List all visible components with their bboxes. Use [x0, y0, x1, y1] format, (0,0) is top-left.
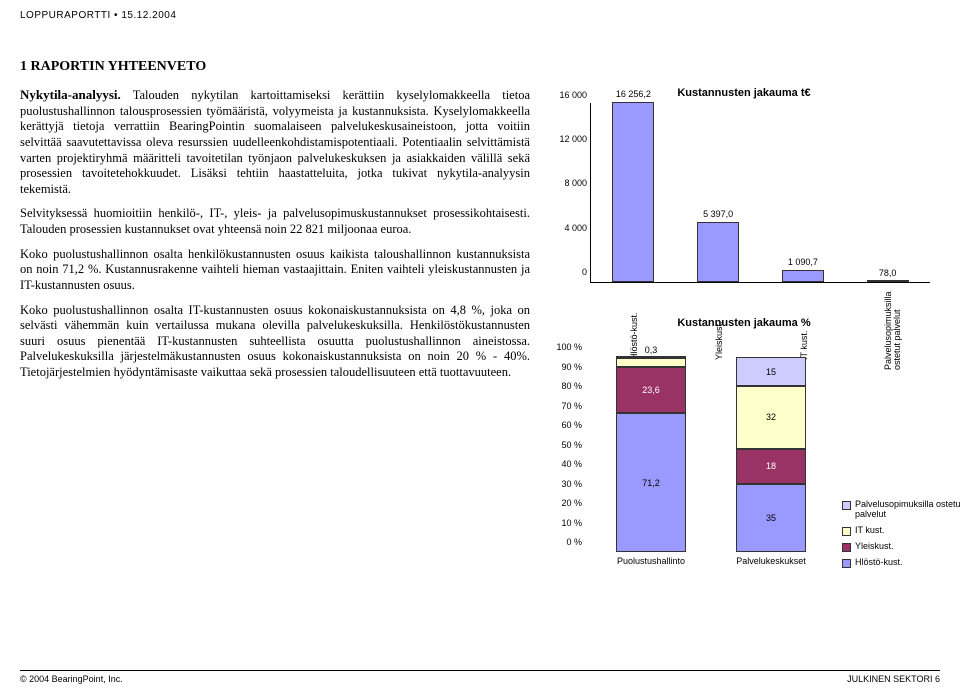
stack-segment: 15	[736, 357, 806, 386]
y-axis-tick: 16 000	[549, 90, 587, 100]
stacked-column: 71,223,60,3Puolustushallinto	[616, 357, 686, 552]
footer-page-info: JULKINEN SEKTORI 6	[847, 674, 940, 684]
y-axis-tick: 100 %	[548, 342, 582, 352]
stack-segment	[616, 358, 686, 367]
y-axis-tick: 30 %	[548, 479, 582, 489]
page-footer: © 2004 BearingPoint, Inc. JULKINEN SEKTO…	[20, 670, 940, 684]
bar-value-label: 1 090,7	[763, 257, 843, 267]
section-title: 1 RAPORTIN YHTEENVETO	[20, 59, 940, 75]
body-paragraph: Koko puolustushallinnon osalta IT-kustan…	[20, 303, 530, 381]
stack-top-label: 0,3	[616, 345, 686, 355]
text-column: Nykytila-analyysi. Talouden nykytilan ka…	[20, 87, 530, 552]
legend-label: Yleiskust.	[855, 542, 894, 552]
bar-chart-cost-euro: 04 0008 00012 00016 00016 256,2Hlöstö-ku…	[590, 103, 930, 283]
y-axis-tick: 8 000	[549, 178, 587, 188]
chart-bar	[612, 102, 654, 282]
stack-segment: 18	[736, 449, 806, 484]
legend-swatch	[842, 559, 851, 568]
y-axis-tick: 60 %	[548, 420, 582, 430]
body-paragraph: Nykytila-analyysi. Talouden nykytilan ka…	[20, 87, 530, 197]
bar-value-label: 5 397,0	[678, 209, 758, 219]
y-axis-tick: 90 %	[548, 362, 582, 372]
legend-item: Yleiskust.	[842, 542, 960, 552]
chart-bar	[697, 222, 739, 282]
chart2-legend: Palvelusopimuksilla ostetut palvelut IT k…	[842, 500, 960, 574]
bar-value-label: 16 256,2	[593, 89, 673, 99]
chart-bar	[782, 270, 824, 282]
stack-segment: 23,6	[616, 367, 686, 413]
legend-label: Hlöstö-kust.	[855, 558, 903, 568]
y-axis-tick: 80 %	[548, 381, 582, 391]
chart2-title: Kustannusten jakauma %	[548, 317, 940, 329]
stack-segment: 35	[736, 484, 806, 552]
y-axis-tick: 4 000	[549, 223, 587, 233]
chart-bar	[867, 280, 909, 282]
y-axis-tick: 12 000	[549, 134, 587, 144]
x-axis-category: Puolustushallinto	[591, 556, 711, 566]
stacked-column: 35183215Palvelukeskukset	[736, 357, 806, 552]
body-paragraph: Selvityksessä huomioitiin henkilö-, IT-,…	[20, 206, 530, 237]
legend-swatch	[842, 527, 851, 536]
legend-swatch	[842, 543, 851, 552]
y-axis-tick: 0 %	[548, 537, 582, 547]
y-axis-tick: 10 %	[548, 518, 582, 528]
legend-label: Palvelusopimuksilla ostetut palvelut	[855, 500, 960, 520]
footer-copyright: © 2004 BearingPoint, Inc.	[20, 674, 123, 684]
x-axis-category: Palvelukeskukset	[711, 556, 831, 566]
legend-label: IT kust.	[855, 526, 884, 536]
y-axis-tick: 40 %	[548, 459, 582, 469]
body-paragraph: Koko puolustushallinnon osalta henkilöku…	[20, 247, 530, 294]
x-axis-category: Yleiskust.	[714, 321, 724, 360]
content-columns: Nykytila-analyysi. Talouden nykytilan ka…	[20, 87, 940, 552]
p1-text: Talouden nykytilan kartoittamiseksi kerä…	[20, 88, 530, 196]
page-header: LOPPURAPORTTI • 15.12.2004	[20, 10, 940, 21]
stack-segment: 71,2	[616, 413, 686, 552]
stack-segment: 32	[736, 386, 806, 448]
legend-swatch	[842, 501, 851, 510]
y-axis-tick: 50 %	[548, 440, 582, 450]
subtitle: Nykytila-analyysi.	[20, 87, 121, 102]
legend-item: Hlöstö-kust.	[842, 558, 960, 568]
bar-value-label: 78,0	[848, 268, 928, 278]
y-axis-tick: 0	[549, 267, 587, 277]
y-axis-tick: 20 %	[548, 498, 582, 508]
y-axis-tick: 70 %	[548, 401, 582, 411]
legend-item: Palvelusopimuksilla ostetut palvelut	[842, 500, 960, 520]
charts-column: Kustannusten jakauma t€ 04 0008 00012 00…	[548, 87, 940, 552]
x-axis-category: IT kust.	[799, 331, 809, 360]
legend-item: IT kust.	[842, 526, 960, 536]
